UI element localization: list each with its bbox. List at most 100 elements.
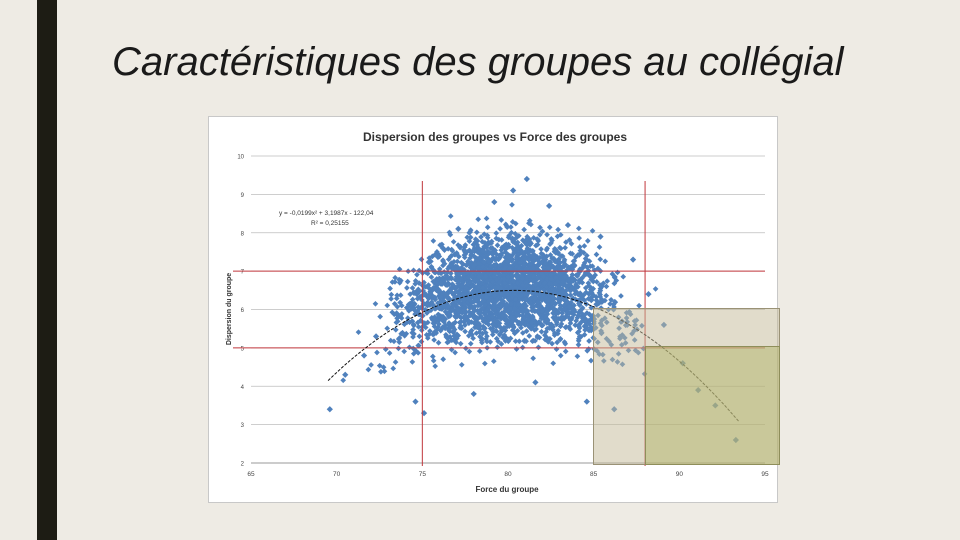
data-point bbox=[441, 302, 448, 309]
data-point bbox=[502, 327, 509, 334]
data-point bbox=[446, 320, 452, 326]
data-point bbox=[508, 224, 514, 230]
data-point bbox=[448, 337, 455, 344]
data-point bbox=[586, 290, 593, 297]
data-point bbox=[534, 275, 541, 281]
data-point bbox=[513, 346, 520, 352]
data-point bbox=[493, 255, 499, 261]
data-point bbox=[580, 249, 587, 256]
data-point bbox=[504, 224, 511, 231]
data-point bbox=[526, 333, 533, 339]
data-point bbox=[603, 283, 610, 290]
data-point bbox=[476, 255, 483, 262]
data-point bbox=[410, 326, 416, 333]
data-point bbox=[360, 352, 368, 359]
data-point bbox=[490, 321, 497, 328]
data-point bbox=[452, 349, 458, 356]
data-point bbox=[481, 326, 487, 332]
data-point bbox=[515, 321, 522, 327]
data-point bbox=[596, 244, 603, 250]
data-point bbox=[566, 287, 573, 294]
data-point bbox=[466, 238, 473, 244]
data-point bbox=[564, 221, 572, 229]
data-point bbox=[571, 308, 578, 315]
data-point bbox=[426, 285, 432, 292]
data-point bbox=[393, 295, 400, 302]
data-point bbox=[496, 320, 503, 327]
data-point bbox=[515, 301, 522, 308]
data-point bbox=[442, 325, 449, 332]
accent-bar bbox=[37, 0, 57, 540]
data-point bbox=[590, 285, 597, 292]
data-point bbox=[430, 278, 437, 285]
data-point bbox=[414, 295, 421, 302]
data-point bbox=[499, 313, 505, 319]
data-point bbox=[464, 249, 470, 255]
data-point bbox=[416, 280, 422, 286]
data-point bbox=[509, 219, 516, 225]
data-point bbox=[468, 273, 475, 280]
data-point bbox=[541, 280, 548, 286]
data-point bbox=[468, 327, 475, 334]
data-point bbox=[409, 359, 416, 365]
data-point bbox=[570, 295, 577, 302]
data-point bbox=[584, 347, 591, 354]
trend-equation: y = -0,0199x² + 3,1987x - 122,04 bbox=[279, 210, 374, 217]
data-point bbox=[585, 280, 592, 286]
data-point bbox=[505, 273, 512, 280]
data-point bbox=[459, 278, 465, 285]
data-point bbox=[441, 269, 448, 275]
data-point bbox=[512, 338, 519, 345]
data-point bbox=[545, 297, 552, 304]
data-point bbox=[464, 234, 471, 241]
data-point bbox=[586, 321, 593, 327]
data-point bbox=[509, 322, 516, 328]
data-point bbox=[537, 231, 543, 238]
data-point bbox=[557, 336, 564, 343]
data-point bbox=[573, 289, 580, 295]
data-point bbox=[470, 241, 477, 248]
data-point bbox=[470, 299, 477, 305]
data-point bbox=[432, 363, 439, 369]
data-point bbox=[530, 265, 537, 271]
data-point bbox=[479, 284, 486, 291]
data-point bbox=[557, 232, 564, 238]
data-point bbox=[386, 350, 393, 356]
data-point bbox=[535, 344, 542, 351]
data-point bbox=[485, 298, 492, 305]
data-point bbox=[544, 334, 550, 341]
x-tick-label: 85 bbox=[590, 471, 598, 478]
data-point bbox=[486, 259, 492, 265]
data-point bbox=[389, 279, 396, 285]
data-point bbox=[509, 327, 516, 334]
data-point bbox=[479, 248, 486, 255]
data-point bbox=[532, 281, 538, 288]
data-point bbox=[555, 309, 561, 315]
data-point bbox=[533, 291, 540, 297]
data-point bbox=[394, 318, 401, 325]
data-point bbox=[473, 229, 480, 236]
data-point bbox=[462, 242, 469, 248]
data-point bbox=[546, 202, 553, 209]
chart-title: Dispersion des groupes vs Force des grou… bbox=[363, 130, 627, 144]
data-point bbox=[493, 297, 499, 304]
data-point bbox=[567, 317, 574, 323]
data-point bbox=[411, 290, 417, 297]
data-point bbox=[494, 242, 501, 249]
data-point bbox=[477, 333, 483, 340]
data-point bbox=[535, 285, 541, 292]
chart-svg: 2 3 4 5 6 7 8 9 10 65 70 75 80 85 90 95 Dispersion des g… bbox=[226, 130, 769, 494]
data-point bbox=[511, 301, 518, 307]
data-point bbox=[490, 278, 496, 285]
data-point bbox=[482, 289, 489, 295]
data-point bbox=[540, 273, 546, 280]
data-point bbox=[501, 280, 508, 287]
data-point bbox=[516, 338, 523, 345]
data-point bbox=[527, 261, 534, 267]
data-point bbox=[409, 318, 416, 325]
data-point bbox=[443, 334, 450, 340]
data-point bbox=[395, 345, 402, 352]
data-point bbox=[567, 250, 574, 257]
data-point bbox=[494, 344, 501, 351]
data-point bbox=[538, 250, 545, 257]
